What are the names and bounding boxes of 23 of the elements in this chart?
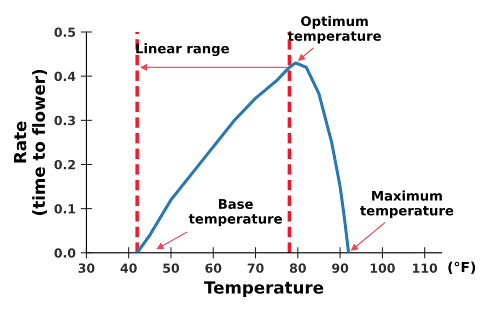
y-tick-label: 0.0 <box>54 248 76 258</box>
y-tick-label: 0.2 <box>54 160 75 170</box>
x-tick-label: 80 <box>290 263 306 273</box>
annotation: Linear range <box>136 43 229 56</box>
x-tick-label: 100 <box>370 263 395 273</box>
y-tick-label: 0.5 <box>54 27 76 37</box>
x-axis-title: Temperature <box>204 281 324 297</box>
x-tick-label: 40 <box>120 263 137 273</box>
x-tick-label: 50 <box>163 263 180 273</box>
annotation: Maximum temperature <box>360 190 454 218</box>
y-tick-label: 0.3 <box>54 116 75 126</box>
annotation: Optimum temperature <box>288 16 381 44</box>
x-tick-label: 110 <box>413 263 438 273</box>
y-tick-label: 0.4 <box>54 72 76 82</box>
x-tick-label: 70 <box>248 263 264 273</box>
y-tick-label: 0.1 <box>54 204 76 214</box>
x-tick-label: 60 <box>205 263 222 273</box>
y-axis-title: Rate (time to flower) <box>14 70 48 215</box>
x-tick-label: 90 <box>332 263 348 273</box>
text: (°F) <box>448 262 476 274</box>
line-series <box>136 61 350 253</box>
annotation: Base temperature <box>188 199 282 226</box>
x-tick-label: 30 <box>78 263 94 273</box>
